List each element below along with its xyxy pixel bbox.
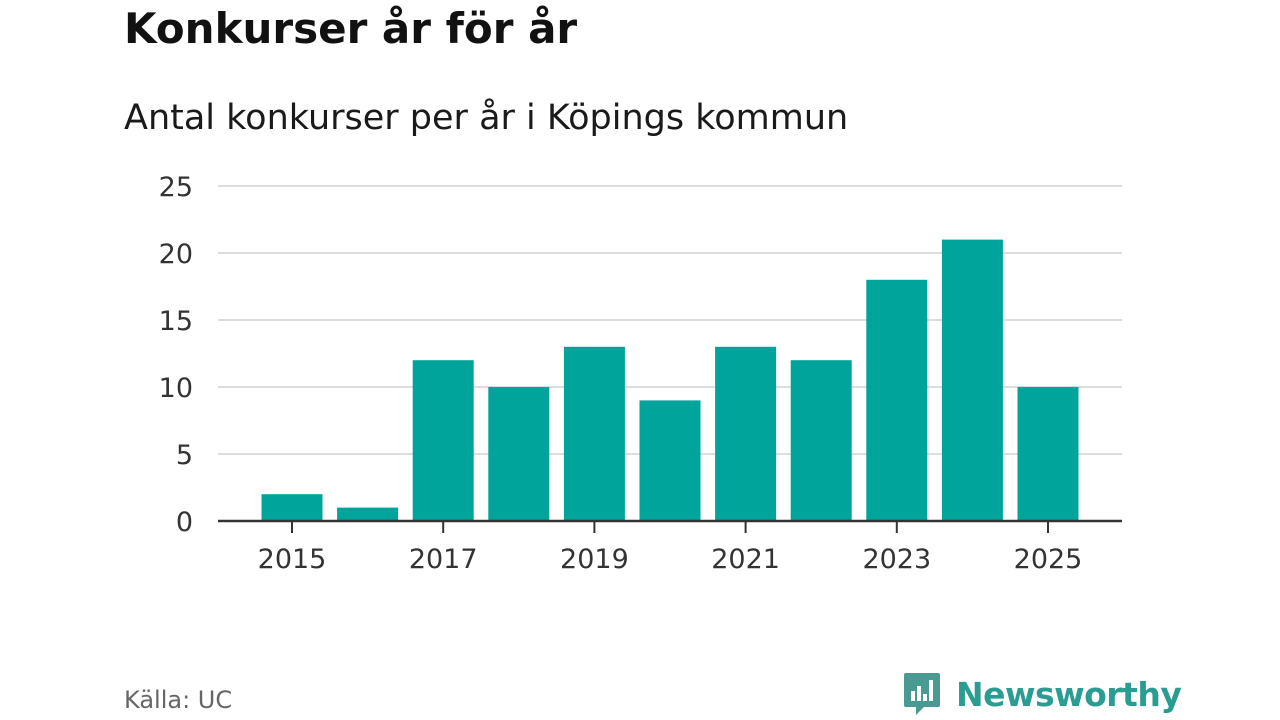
y-tick-label-10: 10	[159, 373, 193, 404]
y-tick-label-25: 25	[159, 172, 193, 203]
y-tick-label-0: 0	[176, 507, 193, 538]
bar-2021	[715, 346, 777, 521]
bar-2023	[866, 279, 928, 521]
bar-2017	[412, 360, 474, 521]
source-note: Källa: UC	[124, 686, 233, 714]
bar-2015	[261, 494, 323, 521]
newsworthy-logo-icon	[904, 673, 940, 715]
x-tick-label-2019: 2019	[560, 544, 629, 575]
brand-logo[interactable]: Newsworthy	[902, 670, 1182, 718]
y-tick-label-20: 20	[159, 239, 193, 270]
x-tick-label-2015: 2015	[258, 544, 327, 575]
x-tick-label-2021: 2021	[711, 544, 780, 575]
bar-2018	[488, 387, 550, 521]
bar-2020	[639, 400, 701, 521]
chart-subtitle: Antal konkurser per år i Köpings kommun	[124, 98, 849, 138]
bar-2024	[941, 239, 1003, 521]
bar-2019	[563, 346, 625, 521]
bar-2022	[790, 360, 852, 521]
x-tick-label-2025: 2025	[1014, 544, 1083, 575]
bar-2016	[337, 507, 399, 521]
bar-2025	[1017, 387, 1079, 521]
x-tick-label-2017: 2017	[409, 544, 478, 575]
y-tick-label-5: 5	[176, 440, 193, 471]
y-tick-label-15: 15	[159, 306, 193, 337]
brand-name: Newsworthy	[956, 674, 1182, 714]
chart-title: Konkurser år för år	[124, 4, 578, 53]
x-tick-label-2023: 2023	[862, 544, 931, 575]
